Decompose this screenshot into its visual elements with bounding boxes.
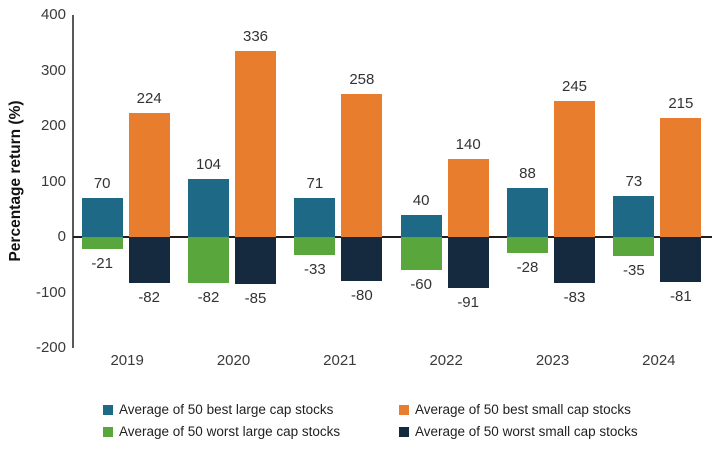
bar-series3-2023: [554, 237, 595, 284]
bar-series0-2019: [81, 198, 123, 237]
bar-series0-2023: [507, 188, 548, 237]
data-label: -91: [457, 293, 479, 311]
bar-series3-2020: [235, 237, 276, 285]
data-label: -82: [138, 288, 160, 306]
x-category-label: 2019: [110, 352, 144, 369]
bar-series3-2022: [447, 237, 489, 288]
data-label: -33: [303, 261, 326, 279]
bar-series3-2021: [341, 237, 383, 282]
bar-series2-2022: [400, 237, 442, 271]
data-label: 70: [93, 175, 111, 193]
y-tick-label: 100: [40, 172, 66, 190]
bar-series3-2019: [128, 237, 170, 283]
data-label: 40: [412, 191, 430, 209]
bar-series1-2024: [660, 117, 702, 237]
data-label: 71: [306, 174, 324, 192]
data-label: 224: [136, 89, 162, 107]
bar-series0-2020: [188, 179, 229, 237]
data-label: -83: [563, 289, 586, 307]
y-tick-label: 400: [40, 6, 66, 23]
x-category-label: 2024: [642, 352, 676, 369]
bar-series1-2023: [554, 101, 595, 237]
y-tick-label: 0: [57, 228, 66, 245]
data-label: 258: [349, 70, 375, 88]
bar-series2-2019: [81, 237, 123, 249]
bar-series1-2019: [128, 112, 170, 237]
x-category-label: 2023: [535, 352, 570, 369]
data-label: -80: [350, 287, 373, 305]
x-category-label: 2021: [323, 352, 357, 369]
bar-series1-2020: [235, 50, 276, 237]
x-category-label: 2020: [216, 352, 251, 369]
y-tick-label: -100: [35, 283, 66, 301]
data-label: -82: [197, 288, 220, 306]
data-label: 88: [519, 165, 536, 183]
data-label: -28: [516, 258, 539, 276]
bar-series2-2024: [613, 237, 655, 257]
y-axis-line: [72, 15, 74, 348]
bar-series1-2021: [341, 93, 383, 237]
zero-line: [73, 236, 712, 238]
data-label: -60: [410, 276, 432, 294]
y-tick-label: 200: [40, 117, 66, 134]
data-label: 73: [625, 173, 643, 191]
bar-series2-2021: [294, 237, 336, 256]
data-label: 140: [455, 136, 481, 154]
data-label: 215: [668, 94, 694, 112]
data-label: 104: [195, 156, 222, 174]
data-label: -85: [244, 290, 267, 308]
data-label: -21: [91, 254, 113, 272]
y-tick-label: 300: [40, 61, 66, 79]
bar-series3-2024: [660, 237, 702, 282]
bar-series0-2021: [294, 197, 336, 237]
x-category-label: 2022: [429, 352, 463, 369]
data-label: -81: [669, 287, 692, 305]
data-label: 336: [242, 27, 269, 45]
bar-series1-2022: [447, 159, 489, 237]
data-label: 245: [561, 78, 588, 96]
bar-series0-2022: [400, 214, 442, 237]
data-label: -35: [622, 262, 645, 280]
bar-series2-2020: [188, 237, 229, 283]
y-tick-label: -200: [35, 339, 66, 356]
bar-series2-2023: [507, 237, 548, 253]
bar-series0-2024: [613, 196, 655, 237]
